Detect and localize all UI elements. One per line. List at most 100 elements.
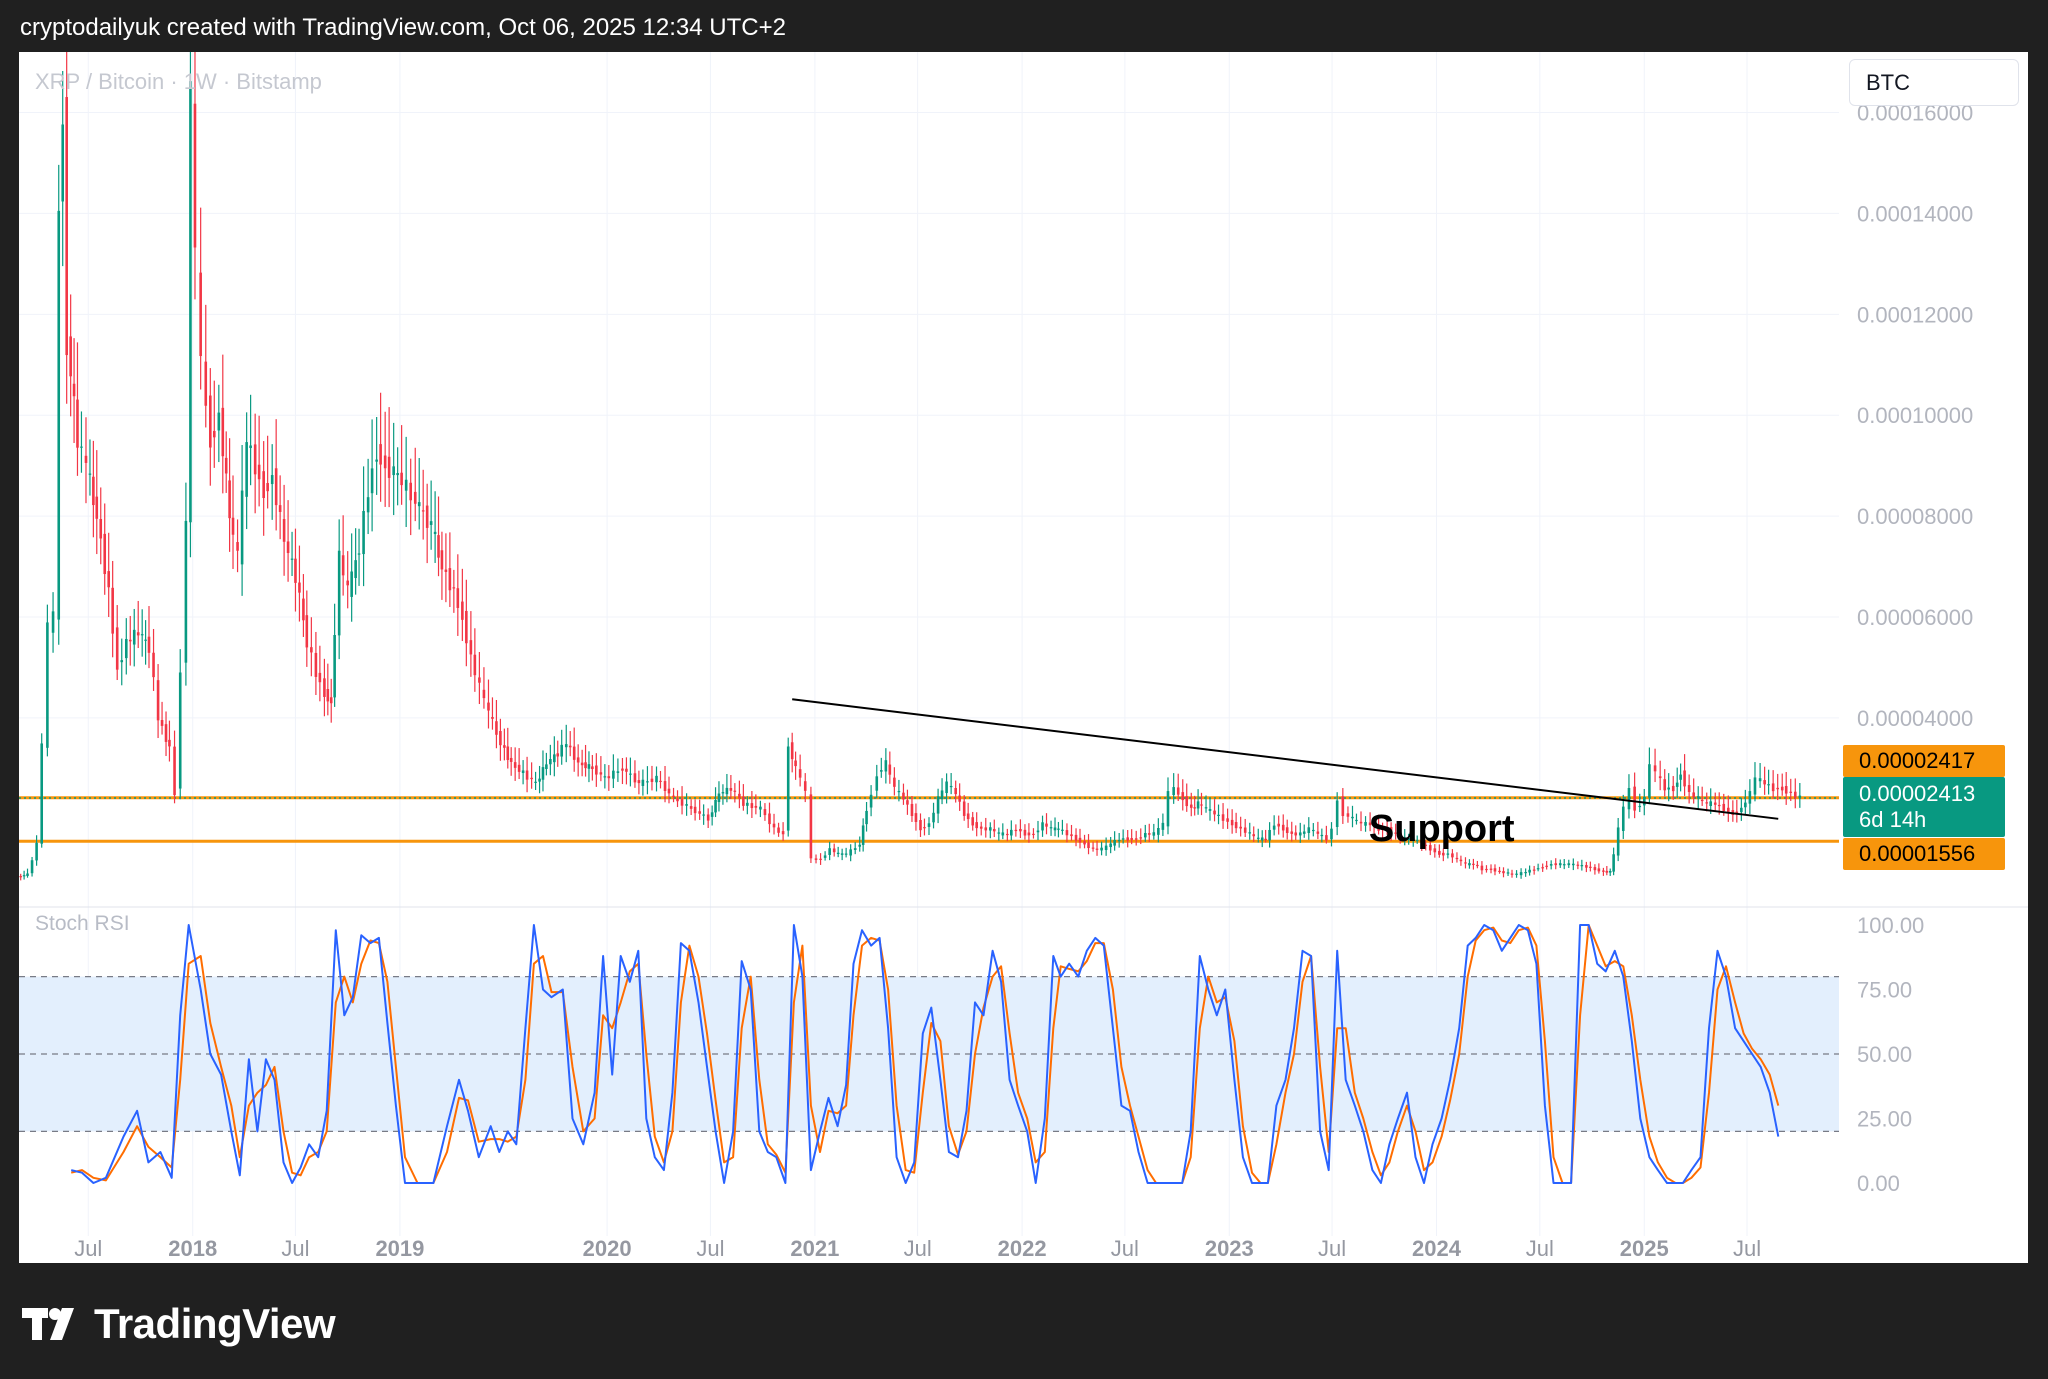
candle-body	[1189, 804, 1193, 808]
time-axis-label: Jul	[74, 1236, 102, 1261]
candle-body	[204, 361, 208, 406]
candle-body	[1027, 832, 1031, 836]
candle-body	[282, 519, 286, 542]
candle-body	[1394, 832, 1397, 834]
candle-body	[1442, 852, 1445, 856]
candle-body	[1109, 843, 1112, 848]
candle-body	[650, 778, 654, 782]
candle-body	[587, 764, 591, 769]
candle-body	[875, 776, 879, 791]
candle-body	[40, 743, 44, 844]
candle-body	[88, 473, 92, 475]
candle-body	[1217, 814, 1220, 816]
candle-body	[667, 788, 671, 794]
stoch-axis-label: 50.00	[1857, 1042, 1912, 1067]
candle-body	[456, 588, 460, 608]
candle-body	[168, 739, 171, 747]
candle-body	[1793, 791, 1797, 798]
candle-body	[240, 490, 244, 565]
candle-body	[1784, 786, 1788, 794]
candle-body	[1451, 853, 1454, 858]
candle-body	[599, 772, 603, 775]
symbol-legend[interactable]: XRP / Bitcoin · 1W · Bitstamp	[35, 69, 322, 94]
candle-body	[803, 781, 807, 791]
candle-body	[621, 768, 624, 771]
candle-body	[1727, 807, 1730, 813]
candle-body	[1157, 828, 1160, 835]
candle-body	[1472, 863, 1475, 865]
candle-body	[919, 820, 922, 831]
candle-body	[1389, 827, 1393, 834]
candle-body	[595, 765, 598, 775]
stoch-axis-label: 0.00	[1857, 1171, 1900, 1196]
candle-body	[1789, 791, 1793, 793]
support-annotation: Support	[1369, 808, 1515, 850]
candle-body	[1589, 866, 1592, 868]
candle-body	[1696, 796, 1700, 799]
candle-body	[1320, 834, 1324, 837]
candle-body	[1335, 800, 1339, 828]
candle-body	[128, 639, 132, 642]
candle-body	[989, 827, 992, 831]
candle-body	[1455, 857, 1459, 860]
oscillator-legend[interactable]: Stoch RSI	[35, 912, 130, 935]
candle-body	[429, 521, 433, 525]
candle-body	[714, 799, 717, 813]
overbought-oversold-band	[19, 976, 1839, 1132]
candle-body	[111, 587, 114, 634]
candle-body	[323, 678, 326, 697]
candle-body	[1780, 786, 1784, 791]
candle-body	[310, 647, 313, 653]
candle-body	[680, 799, 684, 806]
candle-body	[962, 801, 966, 816]
candle-body	[1001, 832, 1005, 836]
candle-body	[1023, 829, 1027, 836]
candle-body	[236, 542, 239, 551]
candle-body	[305, 615, 309, 648]
candle-body	[1705, 802, 1709, 804]
candle-body	[538, 778, 541, 782]
candle-body	[286, 541, 290, 554]
candle-body	[556, 753, 560, 757]
currency-selector[interactable]: BTC	[1849, 59, 2019, 106]
candle-body	[333, 635, 336, 698]
candle-body	[1683, 770, 1686, 787]
tradingview-logo[interactable]: TradingView	[22, 1300, 336, 1348]
tradingview-wordmark: TradingView	[94, 1300, 336, 1347]
candle-body	[553, 754, 556, 763]
candle-body	[910, 803, 914, 816]
candle-body	[184, 520, 188, 663]
candle-body	[568, 745, 572, 748]
candle-body	[1498, 870, 1501, 873]
candle-body	[1480, 865, 1484, 871]
candle-body	[1036, 830, 1040, 833]
candle-body	[1121, 838, 1125, 840]
candle-body	[1057, 828, 1060, 830]
candle-body	[603, 776, 607, 778]
candle-body	[672, 795, 675, 797]
candle-body	[936, 796, 940, 814]
stoch-axis-label: 100.00	[1857, 913, 1924, 938]
candle-body	[629, 773, 632, 775]
candle-body	[1428, 845, 1432, 851]
price-axis-label: 0.00006000	[1857, 605, 1973, 630]
candle-body	[144, 639, 147, 641]
candle-body	[1580, 865, 1584, 867]
candle-body	[314, 652, 318, 677]
candle-body	[409, 482, 413, 501]
candle-body	[346, 580, 349, 586]
candle-body	[107, 571, 110, 588]
candle-body	[616, 771, 620, 773]
candle-body	[1117, 839, 1121, 842]
chart-panel[interactable]: 100.00 75.00 50.00 25.00 0.00 0.00004000 0.00…	[19, 52, 2028, 1263]
candle-body	[525, 770, 529, 780]
candle-body	[76, 399, 79, 448]
candle-body	[794, 760, 797, 767]
candle-body	[164, 724, 168, 742]
candle-body	[444, 569, 448, 572]
candle-body	[1407, 838, 1410, 840]
bar-countdown: 6d 14h	[1859, 807, 1927, 832]
candle-body	[1510, 873, 1514, 875]
candle-body	[685, 804, 688, 806]
